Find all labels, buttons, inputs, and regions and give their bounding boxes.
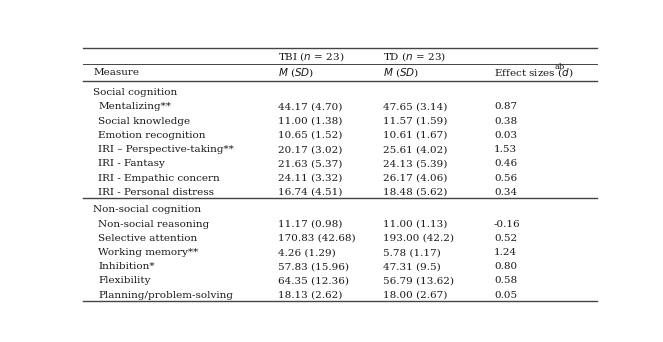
Text: 20.17 (3.02): 20.17 (3.02)	[278, 145, 343, 154]
Text: 44.17 (4.70): 44.17 (4.70)	[278, 102, 343, 111]
Text: 26.17 (4.06): 26.17 (4.06)	[383, 173, 448, 183]
Text: ab: ab	[554, 63, 565, 71]
Text: 24.11 (3.32): 24.11 (3.32)	[278, 173, 343, 183]
Text: 47.31 (9.5): 47.31 (9.5)	[383, 262, 441, 271]
Text: Inhibition*: Inhibition*	[98, 262, 154, 271]
Text: Emotion recognition: Emotion recognition	[98, 131, 206, 140]
Text: 18.48 (5.62): 18.48 (5.62)	[383, 188, 448, 197]
Text: 10.65 (1.52): 10.65 (1.52)	[278, 131, 343, 140]
Text: 47.65 (3.14): 47.65 (3.14)	[383, 102, 448, 111]
Text: -0.16: -0.16	[494, 220, 520, 228]
Text: 1.53: 1.53	[494, 145, 517, 154]
Text: 11.57 (1.59): 11.57 (1.59)	[383, 117, 448, 126]
Text: 193.00 (42.2): 193.00 (42.2)	[383, 234, 454, 243]
Text: Flexibility: Flexibility	[98, 276, 151, 286]
Text: 0.52: 0.52	[494, 234, 517, 243]
Text: Effect sizes ($\it{d}$): Effect sizes ($\it{d}$)	[494, 66, 573, 79]
Text: IRI - Personal distress: IRI - Personal distress	[98, 188, 214, 197]
Text: Measure: Measure	[93, 68, 139, 77]
Text: Non-social reasoning: Non-social reasoning	[98, 220, 210, 228]
Text: 21.63 (5.37): 21.63 (5.37)	[278, 159, 343, 168]
Text: 57.83 (15.96): 57.83 (15.96)	[278, 262, 349, 271]
Text: Working memory**: Working memory**	[98, 248, 198, 257]
Text: Non-social cognition: Non-social cognition	[93, 206, 202, 214]
Text: 0.58: 0.58	[494, 276, 517, 286]
Text: 0.34: 0.34	[494, 188, 517, 197]
Text: 11.17 (0.98): 11.17 (0.98)	[278, 220, 343, 228]
Text: TD ($\it{n}$ = 23): TD ($\it{n}$ = 23)	[383, 50, 446, 63]
Text: 5.78 (1.17): 5.78 (1.17)	[383, 248, 441, 257]
Text: Mentalizing**: Mentalizing**	[98, 102, 171, 111]
Text: 0.56: 0.56	[494, 173, 517, 183]
Text: 11.00 (1.38): 11.00 (1.38)	[278, 117, 343, 126]
Text: $\it{M}$ ($\it{SD}$): $\it{M}$ ($\it{SD}$)	[383, 66, 420, 79]
Text: IRI - Fantasy: IRI - Fantasy	[98, 159, 165, 168]
Text: TBI ($\it{n}$ = 23): TBI ($\it{n}$ = 23)	[278, 50, 345, 63]
Text: 16.74 (4.51): 16.74 (4.51)	[278, 188, 343, 197]
Text: 0.05: 0.05	[494, 291, 517, 300]
Text: 0.87: 0.87	[494, 102, 517, 111]
Text: 11.00 (1.13): 11.00 (1.13)	[383, 220, 448, 228]
Text: 0.03: 0.03	[494, 131, 517, 140]
Text: 0.80: 0.80	[494, 262, 517, 271]
Text: IRI - Empathic concern: IRI - Empathic concern	[98, 173, 220, 183]
Text: 56.79 (13.62): 56.79 (13.62)	[383, 276, 454, 286]
Text: 24.13 (5.39): 24.13 (5.39)	[383, 159, 448, 168]
Text: $\it{M}$ ($\it{SD}$): $\it{M}$ ($\it{SD}$)	[278, 66, 314, 79]
Text: Social knowledge: Social knowledge	[98, 117, 190, 126]
Text: 170.83 (42.68): 170.83 (42.68)	[278, 234, 356, 243]
Text: 25.61 (4.02): 25.61 (4.02)	[383, 145, 448, 154]
Text: Planning/problem-solving: Planning/problem-solving	[98, 291, 233, 300]
Text: 4.26 (1.29): 4.26 (1.29)	[278, 248, 336, 257]
Text: 1.24: 1.24	[494, 248, 517, 257]
Text: 64.35 (12.36): 64.35 (12.36)	[278, 276, 349, 286]
Text: 0.46: 0.46	[494, 159, 517, 168]
Text: 0.38: 0.38	[494, 117, 517, 126]
Text: 18.13 (2.62): 18.13 (2.62)	[278, 291, 343, 300]
Text: IRI – Perspective-taking**: IRI – Perspective-taking**	[98, 145, 234, 154]
Text: Selective attention: Selective attention	[98, 234, 198, 243]
Text: 18.00 (2.67): 18.00 (2.67)	[383, 291, 448, 300]
Text: 10.61 (1.67): 10.61 (1.67)	[383, 131, 448, 140]
Text: Social cognition: Social cognition	[93, 88, 178, 97]
